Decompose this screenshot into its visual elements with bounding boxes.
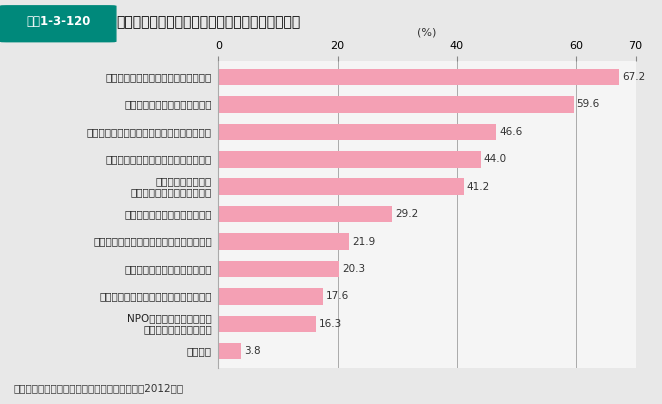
Text: 67.2: 67.2 (622, 72, 645, 82)
Text: 家族や親戚とのつながりを大切に思う: 家族や親戚とのつながりを大切に思う (106, 72, 212, 82)
Text: 友人や知人とのつながりを大切に思う: 友人や知人とのつながりを大切に思う (106, 154, 212, 164)
Text: 20.3: 20.3 (342, 264, 365, 274)
Text: 3.8: 3.8 (244, 346, 261, 356)
Text: 16.3: 16.3 (318, 319, 342, 329)
Text: 図表1-3-120: 図表1-3-120 (26, 15, 91, 28)
Bar (218, 206, 393, 222)
Text: 46.6: 46.6 (499, 127, 522, 137)
Text: 44.0: 44.0 (483, 154, 506, 164)
Text: 29.2: 29.2 (395, 209, 418, 219)
Bar (218, 316, 316, 332)
Bar (218, 179, 464, 195)
Bar (218, 234, 349, 250)
Bar (218, 69, 619, 85)
Text: 社会全体として助け合うことが重要だと思う: 社会全体として助け合うことが重要だと思う (87, 127, 212, 137)
Text: 自分のことは自分で
守らなければならないと思う: 自分のことは自分で 守らなければならないと思う (130, 176, 212, 198)
Text: 特にない: 特にない (187, 346, 212, 356)
Bar (218, 124, 496, 140)
Text: 知りたい情報は他人に頼らず自分で探す: 知りたい情報は他人に頼らず自分で探す (99, 291, 212, 301)
Bar (218, 261, 340, 277)
Bar (218, 288, 323, 305)
Text: 資料：内閣府「社会意識に関する世論調査」（2012年）: 資料：内閣府「社会意識に関する世論調査」（2012年） (13, 383, 183, 393)
Text: 41.2: 41.2 (467, 182, 490, 192)
Bar (218, 343, 241, 360)
Text: 東日本大震災以降強く意識するようになったこと: 東日本大震災以降強く意識するようになったこと (116, 15, 300, 29)
Text: 地域でのつながりを大切に思う: 地域でのつながりを大切に思う (124, 99, 212, 109)
Text: 社会や経済の動きに関心を持つ: 社会や経済の動きに関心を持つ (124, 209, 212, 219)
X-axis label: (%): (%) (417, 27, 437, 37)
Text: NPOやボランティア団体の
活動に参加しようと思う: NPOやボランティア団体の 活動に参加しようと思う (127, 313, 212, 335)
Text: 仕事を通じた人とのつながりを大切に思う: 仕事を通じた人とのつながりを大切に思う (93, 236, 212, 246)
Bar (218, 96, 573, 113)
Text: 17.6: 17.6 (326, 291, 350, 301)
Text: 国際的なつながりを大切に思う: 国際的なつながりを大切に思う (124, 264, 212, 274)
Text: 59.6: 59.6 (577, 99, 600, 109)
FancyBboxPatch shape (0, 6, 116, 42)
Text: 21.9: 21.9 (352, 236, 375, 246)
Bar (218, 151, 481, 168)
